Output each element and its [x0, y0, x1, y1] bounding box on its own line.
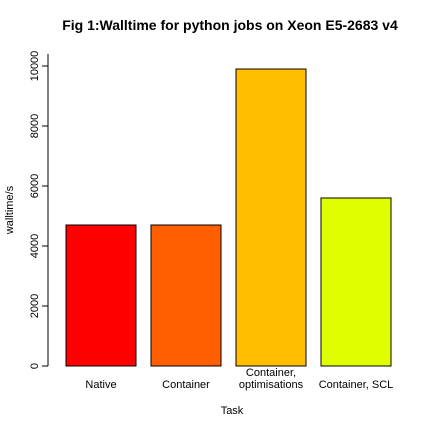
x-tick-label-line: Container	[162, 379, 210, 391]
x-tick-label: Native	[85, 379, 116, 391]
bars	[65, 68, 392, 367]
chart-title: Fig 1:Walltime for python jobs on Xeon E…	[62, 17, 398, 33]
x-tick-label-line: optimisations	[239, 379, 304, 391]
y-tick-label: 0	[29, 363, 41, 369]
x-tick-label-line: Native	[85, 379, 116, 391]
y-tick-label: 6000	[29, 174, 41, 198]
bar	[150, 224, 222, 367]
y-tick-label: 10000	[29, 51, 41, 82]
x-axis-label: Task	[221, 405, 244, 417]
x-tick-label-line: Container, SCL	[319, 379, 394, 391]
bar	[235, 68, 307, 367]
x-tick-label: Container, optimisations	[239, 367, 304, 391]
x-tick-label: Container, SCL	[319, 379, 394, 391]
bar	[65, 224, 137, 367]
bar	[320, 197, 392, 367]
y-tick-label: 4000	[29, 234, 41, 258]
y-axis-label: walltime/s	[4, 185, 16, 235]
y-tick-label: 2000	[29, 294, 41, 318]
y-tick-label: 8000	[29, 114, 41, 138]
x-tick-label: Container	[162, 379, 210, 391]
y-axis-ticks: 0 2000 4000 6000 8000 10000	[29, 51, 48, 369]
x-tick-label-line: Container,	[246, 367, 296, 379]
